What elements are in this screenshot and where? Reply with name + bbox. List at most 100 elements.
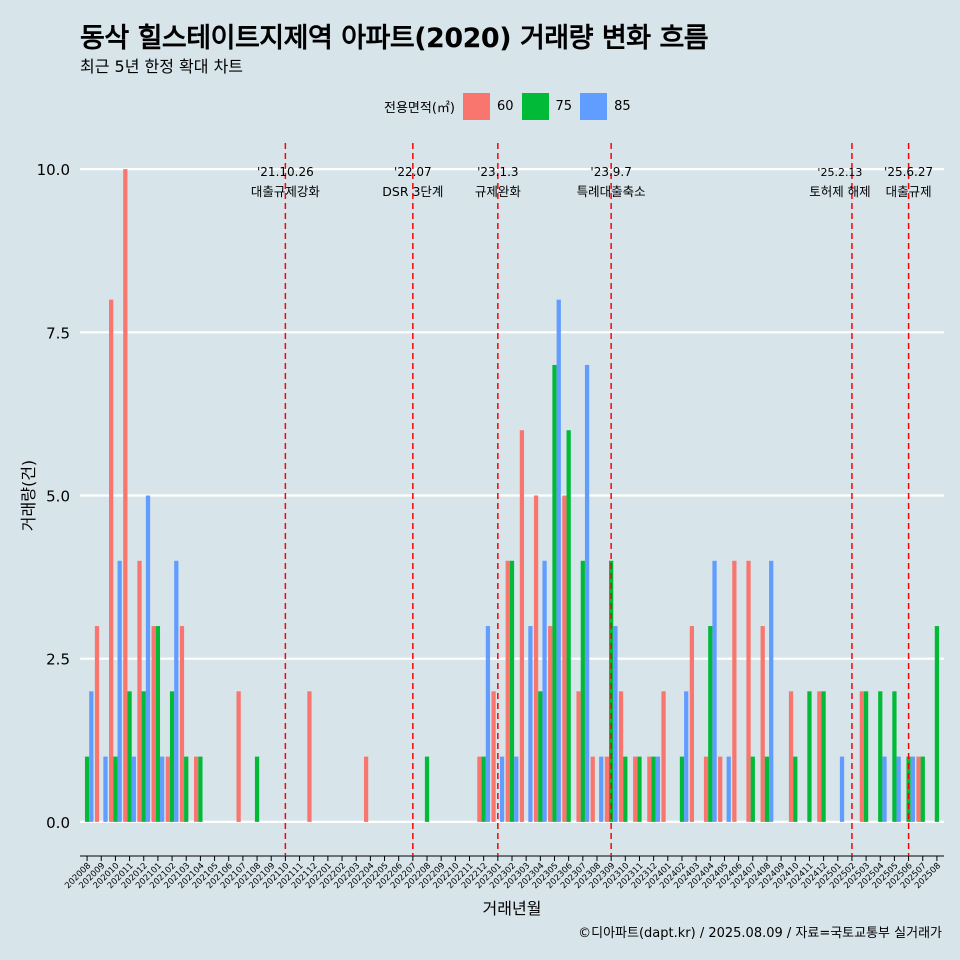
bar-85-202304 bbox=[542, 560, 547, 822]
bar-75-202307 bbox=[580, 560, 585, 822]
bar-75-202104 bbox=[198, 756, 203, 822]
bar-85-202010 bbox=[117, 560, 122, 822]
bar-85-202405 bbox=[726, 756, 731, 822]
bar-85-202302 bbox=[514, 756, 519, 822]
bar-75-202412 bbox=[821, 691, 826, 822]
legend-swatch-60 bbox=[462, 92, 490, 120]
bar-60-202104 bbox=[194, 756, 199, 822]
bar-60-202102 bbox=[165, 756, 170, 822]
bar-60-202310 bbox=[618, 691, 624, 822]
bar-75-202312 bbox=[651, 756, 656, 822]
legend-label-75: 75 bbox=[555, 98, 573, 114]
bar-60-202011 bbox=[123, 169, 128, 822]
bar-75-202306 bbox=[566, 430, 571, 822]
y-tick-label: 10.0 bbox=[37, 161, 70, 179]
bar-85-202303 bbox=[528, 626, 533, 822]
bar-75-202208 bbox=[424, 756, 430, 822]
bar-85-202408 bbox=[769, 560, 774, 822]
bar-85-202012 bbox=[145, 495, 151, 822]
legend-title: 전용면적(㎡) bbox=[384, 100, 455, 116]
bar-60-202012 bbox=[137, 560, 142, 822]
bar-60-202204 bbox=[363, 756, 369, 822]
bar-75-202411 bbox=[807, 691, 812, 822]
bar-85-202506 bbox=[910, 756, 915, 822]
bar-60-202311 bbox=[633, 756, 638, 822]
bar-75-202309 bbox=[609, 560, 614, 822]
bar-85-202307 bbox=[584, 364, 590, 822]
event-date-label: '25.2.13 bbox=[817, 166, 862, 179]
bar-85-202011 bbox=[131, 756, 136, 822]
event-name-label: DSR 3단계 bbox=[382, 184, 443, 199]
bar-60-202302 bbox=[505, 560, 510, 822]
bar-85-202008 bbox=[89, 691, 94, 822]
legend-item-60: 60 bbox=[462, 92, 514, 120]
bar-75-202010 bbox=[113, 756, 118, 822]
bar-85-202505 bbox=[896, 756, 901, 822]
event-name-label: 토허제 해제 bbox=[809, 184, 870, 199]
y-tick-label: 0.0 bbox=[46, 814, 70, 832]
bar-85-202301 bbox=[499, 756, 505, 822]
y-tick-label: 2.5 bbox=[46, 651, 70, 669]
bar-60-202303 bbox=[519, 430, 525, 822]
chart-title: 동삭 힐스테이트지제역 아파트(2020) 거래량 변화 흐름 bbox=[80, 23, 709, 54]
bar-85-202312 bbox=[655, 756, 661, 822]
legend-label-60: 60 bbox=[496, 98, 514, 114]
event-date-label: '22.07 bbox=[394, 165, 432, 179]
y-tick-label: 7.5 bbox=[46, 324, 70, 342]
bar-85-202402 bbox=[684, 691, 689, 822]
bar-75-202508 bbox=[934, 626, 940, 822]
bar-60-202309 bbox=[604, 756, 610, 822]
bar-75-202506 bbox=[906, 756, 911, 822]
bar-75-202101 bbox=[155, 626, 161, 822]
bar-85-202501 bbox=[839, 756, 845, 822]
bar-60-202406 bbox=[732, 560, 737, 822]
event-date-label: '21.10.26 bbox=[257, 165, 314, 179]
bar-60-202101 bbox=[151, 626, 156, 822]
bar-60-202107 bbox=[236, 691, 241, 822]
event-name-label: 특례대출축소 bbox=[577, 184, 646, 199]
bar-60-202301 bbox=[491, 691, 496, 822]
bar-60-202312 bbox=[647, 756, 652, 822]
bar-75-202407 bbox=[750, 756, 755, 822]
bar-60-202407 bbox=[746, 560, 751, 822]
bar-60-202010 bbox=[109, 299, 114, 822]
bar-75-202304 bbox=[538, 691, 543, 822]
x-axis-title: 거래년월 bbox=[483, 899, 542, 918]
bar-85-202308 bbox=[599, 756, 604, 822]
bar-60-202112 bbox=[307, 691, 312, 822]
bar-85-202404 bbox=[712, 560, 717, 822]
bar-85-202305 bbox=[556, 299, 561, 822]
bar-75-202012 bbox=[141, 691, 146, 822]
bar-60-202306 bbox=[562, 495, 567, 822]
bar-75-202102 bbox=[169, 691, 175, 822]
bar-60-202009 bbox=[94, 626, 100, 822]
bar-60-202410 bbox=[788, 691, 794, 822]
event-date-label: '23.1.3 bbox=[477, 165, 518, 179]
bar-60-202412 bbox=[817, 691, 822, 822]
bar-85-202309 bbox=[613, 626, 618, 822]
bar-75-202108 bbox=[254, 756, 260, 822]
bar-60-202307 bbox=[576, 691, 581, 822]
bar-60-202507 bbox=[916, 756, 921, 822]
bar-75-202305 bbox=[552, 364, 557, 822]
bar-75-202302 bbox=[509, 560, 515, 822]
bar-75-202404 bbox=[708, 626, 713, 822]
bar-75-202505 bbox=[892, 691, 897, 822]
legend-item-85: 85 bbox=[580, 92, 631, 120]
event-name-label: 대출규제 bbox=[886, 184, 932, 199]
bar-60-202304 bbox=[533, 495, 539, 822]
legend: 전용면적(㎡) 60 75 85 bbox=[384, 92, 639, 120]
bar-60-202503 bbox=[859, 691, 864, 822]
y-tick-label: 5.0 bbox=[46, 488, 70, 506]
bar-60-202408 bbox=[760, 626, 765, 822]
bar-60-202403 bbox=[689, 626, 695, 822]
bar-75-202310 bbox=[623, 756, 628, 822]
chart-caption: ©디아파트(dapt.kr) / 2025.08.09 / 자료=국토교통부 실… bbox=[578, 926, 942, 941]
bar-75-202504 bbox=[878, 691, 883, 822]
event-date-label: '23.9.7 bbox=[590, 165, 631, 179]
bar-85-202101 bbox=[160, 756, 165, 822]
bar-60-202401 bbox=[661, 691, 666, 822]
bar-60-202305 bbox=[548, 626, 553, 822]
